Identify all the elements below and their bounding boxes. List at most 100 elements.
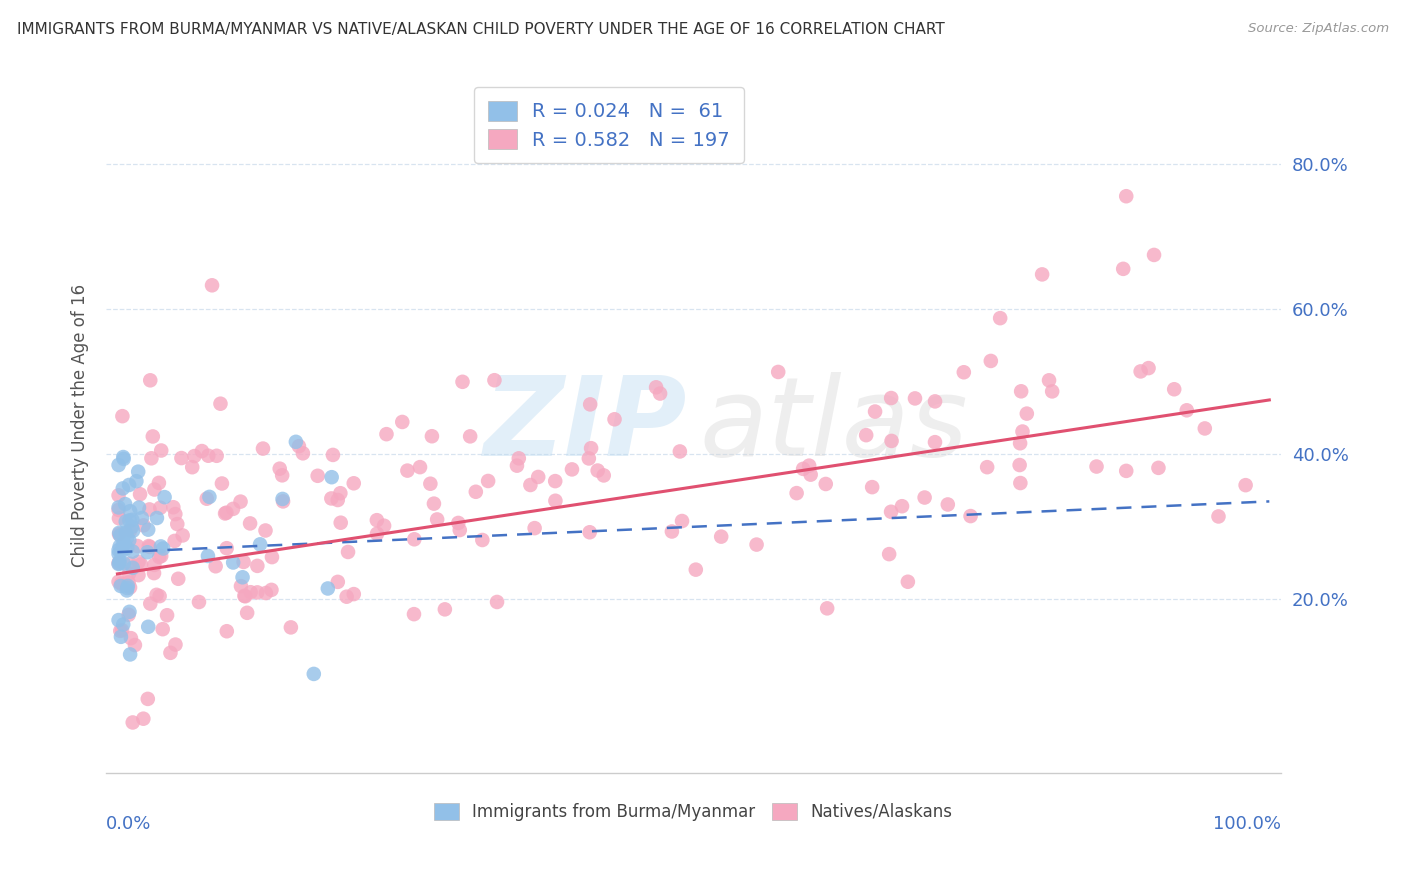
Point <box>214 507 236 521</box>
Point <box>336 590 359 604</box>
Point <box>111 482 134 496</box>
Point <box>129 487 152 501</box>
Point <box>127 465 149 479</box>
Point <box>107 556 129 570</box>
Point <box>108 511 131 525</box>
Point <box>464 484 486 499</box>
Point <box>814 477 837 491</box>
Point <box>201 278 224 293</box>
Point <box>117 579 139 593</box>
Point <box>1163 382 1185 396</box>
Point <box>1115 464 1137 478</box>
Point <box>197 549 219 563</box>
Point <box>204 559 226 574</box>
Point <box>111 409 134 424</box>
Point <box>249 537 271 551</box>
Point <box>307 468 329 483</box>
Point <box>153 490 176 504</box>
Point <box>586 464 609 478</box>
Point <box>924 435 946 450</box>
Point <box>1137 361 1160 376</box>
Point <box>1112 261 1135 276</box>
Point <box>484 373 506 387</box>
Point <box>373 518 395 533</box>
Point <box>138 502 160 516</box>
Point <box>375 427 398 442</box>
Point <box>402 607 425 622</box>
Point <box>880 434 903 448</box>
Point <box>152 622 174 636</box>
Point <box>215 624 238 639</box>
Point <box>108 527 131 541</box>
Point <box>477 474 499 488</box>
Point <box>423 497 446 511</box>
Point <box>122 524 145 538</box>
Point <box>897 574 920 589</box>
Point <box>121 715 143 730</box>
Point <box>232 555 254 569</box>
Text: ZIP: ZIP <box>484 372 688 479</box>
Point <box>108 554 131 568</box>
Point <box>322 448 344 462</box>
Point <box>115 541 138 555</box>
Point <box>141 451 163 466</box>
Point <box>211 476 233 491</box>
Point <box>391 415 413 429</box>
Point <box>117 607 139 622</box>
Point <box>229 494 252 508</box>
Text: 100.0%: 100.0% <box>1213 815 1281 833</box>
Point <box>1010 436 1032 450</box>
Point <box>271 491 294 506</box>
Point <box>125 474 148 488</box>
Point <box>107 613 129 627</box>
Point <box>544 474 567 488</box>
Point <box>603 412 626 426</box>
Point <box>120 504 142 518</box>
Point <box>136 523 159 537</box>
Point <box>114 525 136 540</box>
Point <box>579 397 602 411</box>
Point <box>117 575 139 590</box>
Point <box>1031 268 1053 282</box>
Point <box>486 595 509 609</box>
Point <box>108 528 131 542</box>
Point <box>343 587 366 601</box>
Point <box>118 581 141 595</box>
Point <box>1234 478 1257 492</box>
Point <box>127 568 149 582</box>
Point <box>150 443 173 458</box>
Point <box>527 470 550 484</box>
Point <box>800 467 823 482</box>
Point <box>579 441 602 455</box>
Point <box>191 444 214 458</box>
Point <box>447 516 470 530</box>
Point <box>111 623 134 637</box>
Point <box>138 539 160 553</box>
Point <box>181 460 204 475</box>
Point <box>316 582 339 596</box>
Y-axis label: Child Poverty Under the Age of 16: Child Poverty Under the Age of 16 <box>72 284 89 567</box>
Point <box>578 525 600 540</box>
Point <box>121 513 143 527</box>
Point <box>343 476 366 491</box>
Point <box>1129 364 1152 378</box>
Point <box>143 566 166 581</box>
Point <box>396 464 419 478</box>
Point <box>337 545 360 559</box>
Point <box>291 446 314 460</box>
Point <box>1085 459 1108 474</box>
Point <box>115 530 138 544</box>
Point <box>669 444 692 458</box>
Point <box>880 505 903 519</box>
Point <box>860 480 883 494</box>
Point <box>146 511 169 525</box>
Text: IMMIGRANTS FROM BURMA/MYANMAR VS NATIVE/ALASKAN CHILD POVERTY UNDER THE AGE OF 1: IMMIGRANTS FROM BURMA/MYANMAR VS NATIVE/… <box>17 22 945 37</box>
Point <box>959 509 981 524</box>
Point <box>260 550 283 565</box>
Point <box>117 581 139 595</box>
Point <box>863 404 886 418</box>
Point <box>107 458 129 472</box>
Point <box>215 541 238 556</box>
Point <box>269 461 291 475</box>
Point <box>132 518 155 533</box>
